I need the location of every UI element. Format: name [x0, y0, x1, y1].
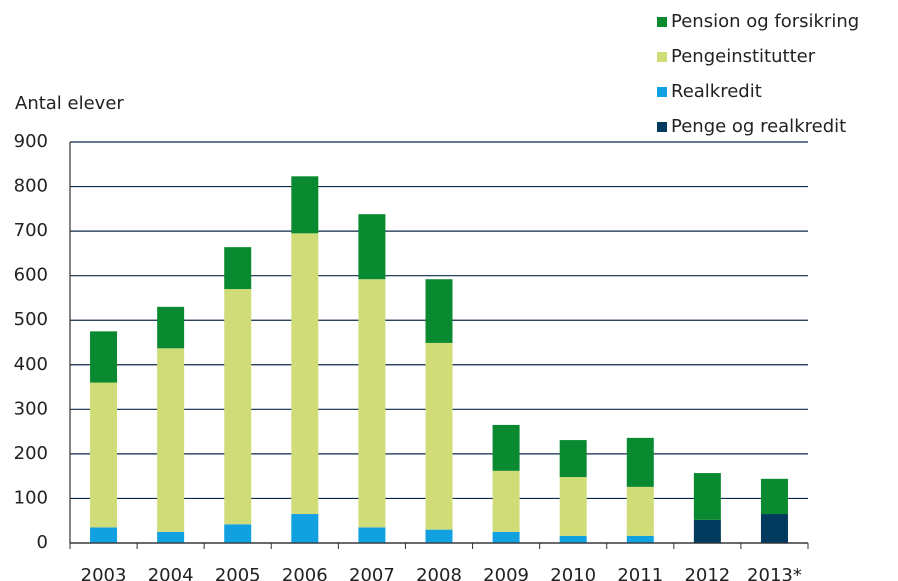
bar-segment: [760, 478, 788, 515]
y-tick-label: 800: [14, 176, 48, 197]
bar-segment: [224, 289, 252, 525]
legend-swatch: [657, 17, 667, 27]
bar-segment: [90, 331, 118, 383]
bar-segment: [425, 279, 453, 343]
bar-segment: [559, 477, 587, 536]
bar-segment: [425, 342, 453, 530]
x-tick-label: 2012: [684, 565, 730, 581]
bar-segment: [559, 535, 587, 543]
bar-segment: [492, 470, 520, 532]
legend-swatch: [657, 87, 667, 97]
bar-segment: [693, 473, 721, 520]
bar-segment: [291, 233, 319, 515]
bar-segment: [626, 437, 654, 487]
x-tick-label: 2004: [148, 565, 194, 581]
bar-segment: [90, 382, 118, 528]
bar-segment: [224, 524, 252, 543]
y-tick-label: 400: [14, 354, 48, 375]
bar-segment: [358, 214, 386, 280]
legend-label: Pengeinstitutter: [671, 46, 816, 67]
y-tick-label: 600: [14, 265, 48, 286]
bar-segment: [358, 279, 386, 528]
bar-segment: [358, 527, 386, 543]
bar-segment: [492, 424, 520, 471]
bar-segment: [291, 514, 319, 543]
bar-segment: [90, 527, 118, 543]
y-axis-label: Antal elever: [15, 93, 124, 114]
y-tick-label: 200: [14, 443, 48, 464]
bar-segment: [291, 176, 319, 234]
bar-segment: [693, 519, 721, 543]
y-tick-label: 700: [14, 220, 48, 241]
x-tick-label: 2008: [416, 565, 462, 581]
y-tick-label: 100: [14, 487, 48, 508]
x-tick-label: 2013*: [747, 565, 802, 581]
bar-segment: [425, 529, 453, 543]
x-tick-label: 2011: [617, 565, 663, 581]
x-tick-label: 2005: [215, 565, 261, 581]
x-tick-label: 2009: [483, 565, 529, 581]
y-tick-label: 300: [14, 398, 48, 419]
bar-segment: [224, 247, 252, 290]
legend-label: Pension og forsikring: [671, 11, 859, 32]
legend-swatch: [657, 52, 667, 62]
bar-segment: [760, 514, 788, 543]
bar-segment: [492, 531, 520, 543]
y-tick-label: 500: [14, 309, 48, 330]
bar-segment: [559, 440, 587, 478]
y-tick-label: 0: [37, 532, 48, 553]
bar-segment: [157, 531, 185, 543]
bar-segment: [157, 306, 185, 349]
bar-segment: [626, 486, 654, 536]
legend-label: Realkredit: [671, 81, 762, 102]
x-tick-label: 2007: [349, 565, 395, 581]
y-tick-label: 900: [14, 131, 48, 152]
legend-label: Penge og realkredit: [671, 116, 846, 137]
x-tick-label: 2006: [282, 565, 328, 581]
x-tick-label: 2010: [550, 565, 596, 581]
legend-swatch: [657, 122, 667, 132]
bar-segment: [157, 348, 185, 532]
bar-segment: [626, 535, 654, 543]
x-tick-label: 2003: [81, 565, 127, 581]
